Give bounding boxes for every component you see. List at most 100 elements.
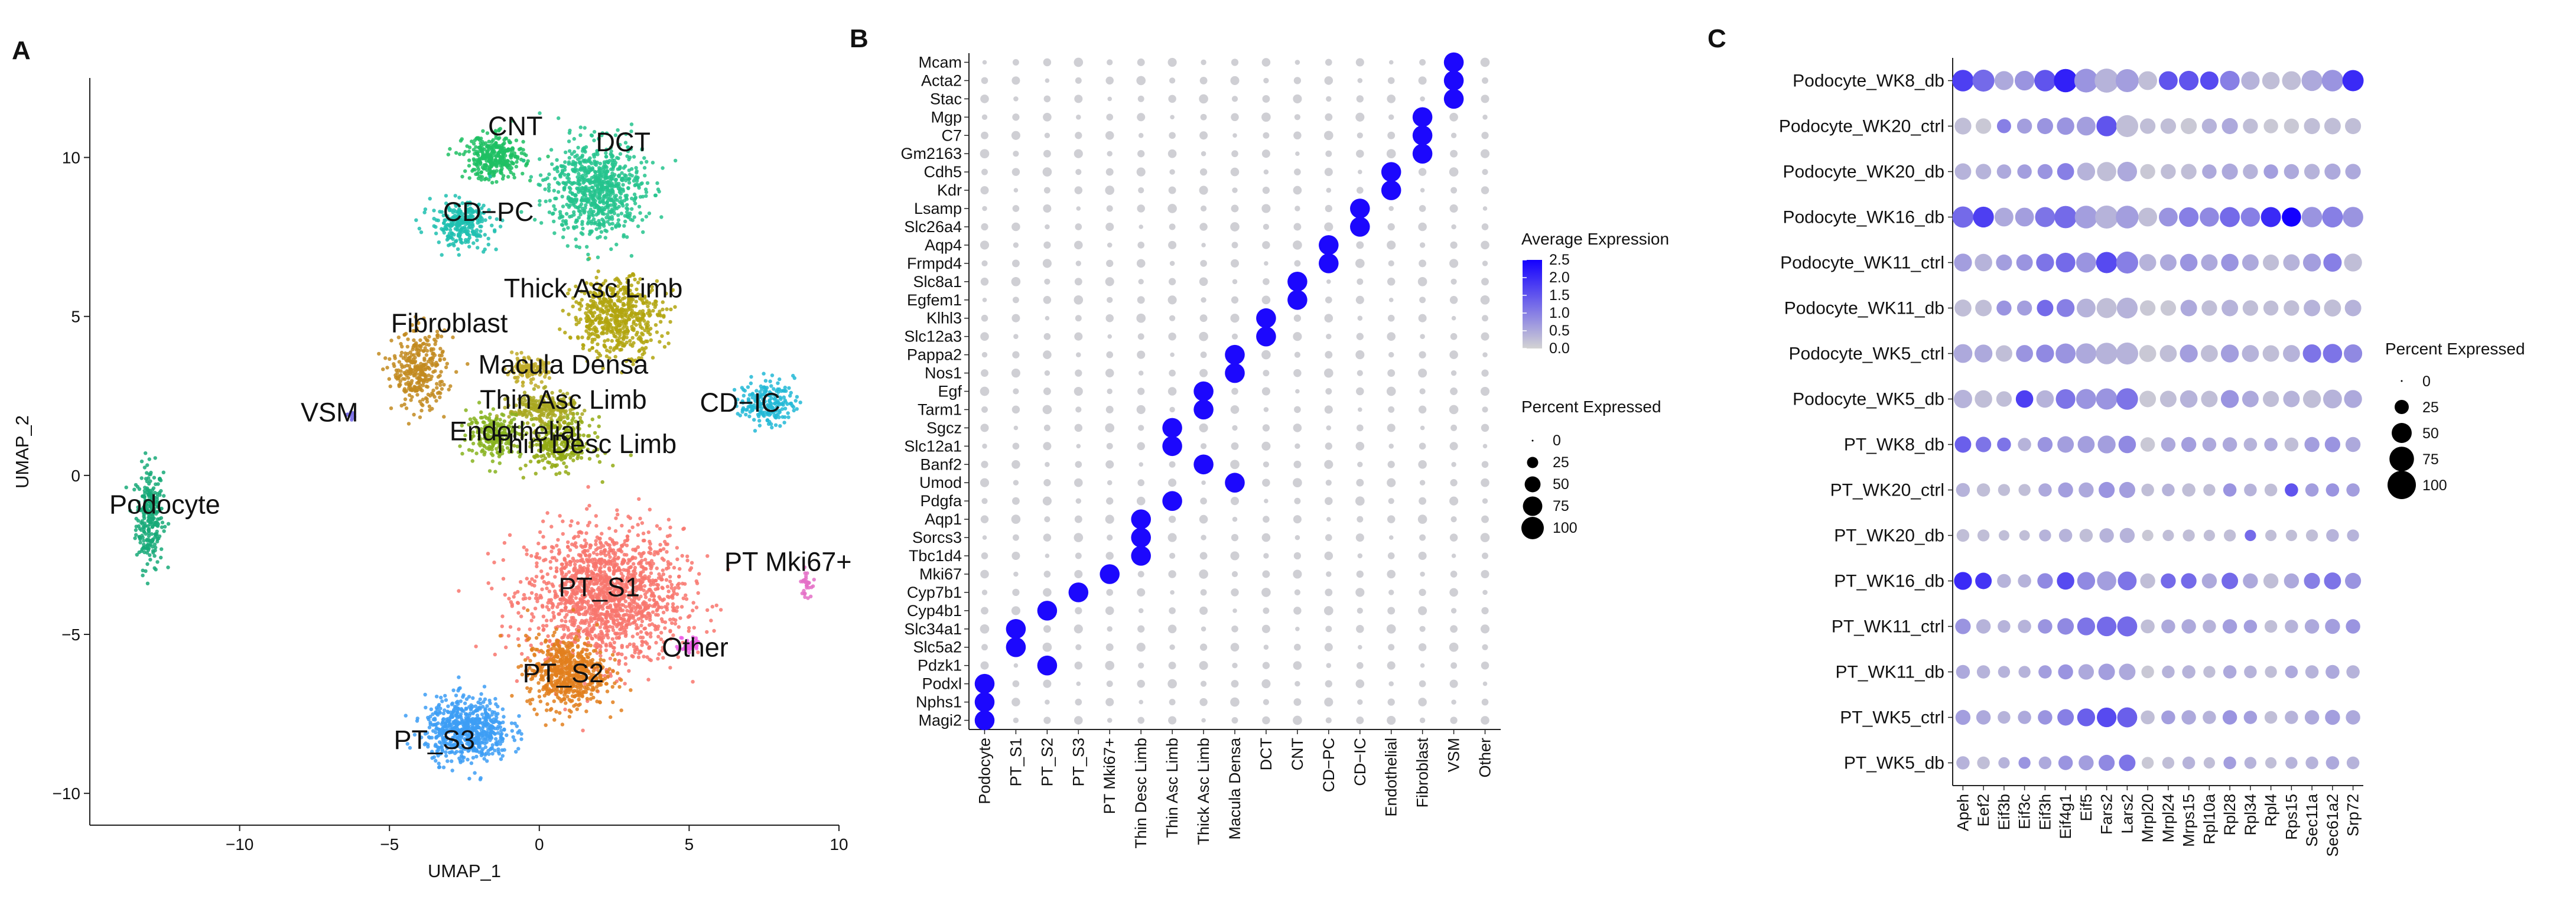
umap-point [492,561,496,565]
umap-point [551,546,555,550]
umap-point [500,707,505,711]
umap-point [547,589,552,594]
umap-point [407,393,412,398]
umap-point [157,501,161,505]
umap-point [435,382,439,386]
umap-point [668,579,672,584]
umap-point [661,656,665,660]
umap-point [602,310,606,314]
umap-point [530,582,534,587]
umap-point [610,653,615,657]
umap-point [548,559,552,564]
umap-point [161,470,165,474]
umap-point [640,643,644,647]
umap-point [517,714,521,718]
umap-point [510,693,514,698]
umap-point [460,174,464,179]
umap-point [143,486,147,490]
umap-point [659,320,663,324]
umap-point [611,628,616,633]
umap-point [502,540,507,545]
umap-point [145,463,149,467]
umap-point [448,710,453,715]
umap-point [156,505,160,509]
umap-point [389,338,393,343]
umap-point [612,649,616,654]
umap-point [483,716,487,721]
umap-point [480,450,484,454]
umap-point [569,636,574,640]
umap-point [152,506,157,511]
umap-point [604,304,609,308]
umap-point [597,424,601,428]
umap-point [614,636,619,640]
umap-point [471,755,476,760]
umap-point [571,576,575,580]
umap-point [633,556,638,560]
umap-point [630,344,635,348]
umap-point [613,681,617,685]
umap-point [535,561,539,565]
umap-point [591,551,596,555]
umap-point [550,556,555,560]
umap-point [619,708,623,712]
umap-point [580,571,584,575]
umap-point [429,707,433,712]
umap-point [613,551,617,555]
umap-point [611,464,615,468]
umap-point [438,391,443,395]
umap-point [594,514,598,518]
umap-point [612,565,616,569]
umap-point [578,600,582,604]
umap-point [387,377,391,381]
umap-point [124,486,128,490]
umap-point [618,627,622,631]
umap-point [141,568,145,572]
umap-point [636,533,640,538]
umap-point [512,738,517,742]
umap-point [620,645,625,650]
umap-point [602,343,606,347]
umap-point [658,526,662,531]
umap-point [644,322,648,327]
umap-point [549,618,554,623]
umap-point [141,525,145,530]
umap-point [621,308,626,312]
umap-point [598,625,602,630]
umap-point [607,526,612,530]
umap-point [437,765,441,770]
umap-point [479,692,483,696]
umap-point [486,721,490,726]
umap-point [615,338,619,343]
umap-point [427,373,431,377]
umap-point [580,545,585,549]
umap-point [639,565,643,569]
umap-point [605,625,610,630]
umap-point [655,312,660,317]
umap-point [149,540,154,544]
umap-point [678,616,682,620]
umap-point [559,699,563,703]
umap-point [661,586,665,590]
umap-point [147,529,151,533]
umap-point [412,412,416,417]
umap-point [616,555,620,560]
umap-point [522,606,526,610]
umap-point [136,519,141,523]
umap-point [454,701,458,705]
umap-point [540,587,544,591]
umap-point [687,629,691,633]
umap-point [448,146,452,151]
umap-point [138,526,142,531]
umap-point [665,307,669,311]
umap-point [665,584,670,589]
umap-point [534,592,538,597]
umap-point [155,529,159,533]
umap-point [478,745,482,750]
umap-point [633,650,637,654]
umap-point [594,548,599,552]
umap-point [623,662,628,666]
umap-point [614,314,618,318]
umap-point [560,722,565,727]
umap-point [538,594,542,598]
